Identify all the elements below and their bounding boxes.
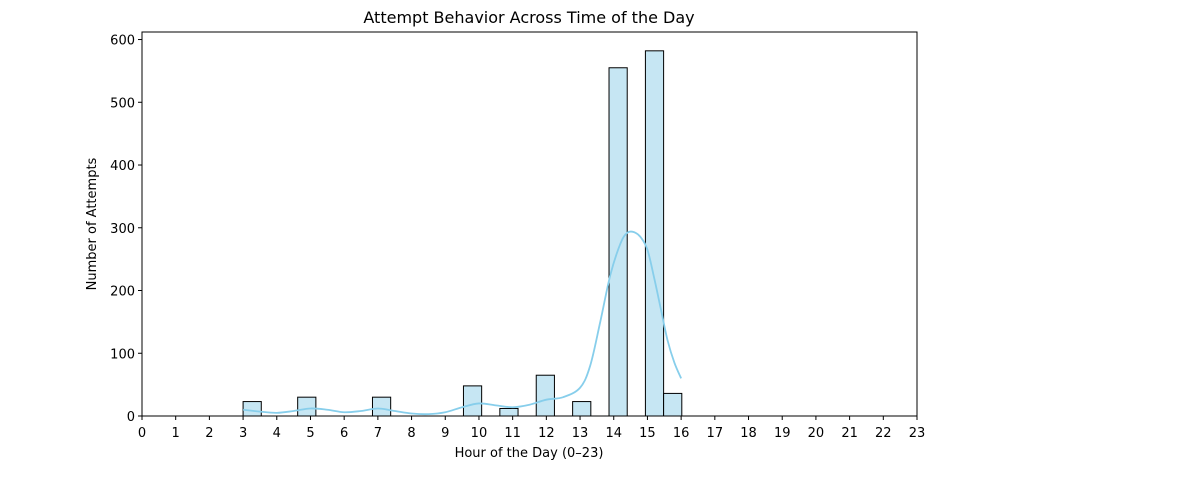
x-tick-label-10: 10: [471, 426, 488, 441]
x-tick-label-20: 20: [808, 426, 825, 441]
x-tick-label-4: 4: [273, 426, 281, 441]
x-tick-label-23: 23: [909, 426, 926, 441]
x-tick-label-18: 18: [740, 426, 757, 441]
histogram-bar-5: [535, 374, 555, 417]
x-tick-label-12: 12: [538, 426, 555, 441]
x-tick-label-19: 19: [774, 426, 791, 441]
x-axis-label: Hour of the Day (0–23): [455, 446, 604, 461]
x-tick-label-21: 21: [841, 426, 858, 441]
x-axis-ticks: 0 1 2 3 4 5 6 7 8 9 10 11 12 13 14 15 16 17 18 19 20 21 22 23: [138, 416, 925, 441]
chart-title: Attempt Behavior Across Time of the Day: [363, 8, 694, 27]
kde-density-line: [242, 230, 682, 416]
y-tick-label-5: 500: [110, 96, 135, 111]
x-tick-label-0: 0: [138, 426, 146, 441]
histogram-bar-4: [499, 407, 519, 417]
histogram-bar-7: [608, 67, 628, 417]
x-tick-label-7: 7: [374, 426, 382, 441]
y-axis-ticks: 0 100 200 300 400 500 600: [110, 34, 142, 425]
y-tick-label-1: 100: [110, 347, 135, 362]
x-tick-label-11: 11: [504, 426, 521, 441]
x-tick-label-3: 3: [239, 426, 247, 441]
x-tick-label-1: 1: [172, 426, 180, 441]
x-tick-label-14: 14: [605, 426, 622, 441]
y-axis-label: Number of Attempts: [85, 157, 100, 290]
x-tick-label-15: 15: [639, 426, 656, 441]
histogram-bar-2: [371, 396, 392, 417]
x-tick-label-13: 13: [572, 426, 589, 441]
x-tick-label-2: 2: [205, 426, 213, 441]
histogram-bar-0: [242, 401, 262, 417]
y-tick-label-6: 600: [110, 34, 135, 49]
y-tick-label-3: 300: [110, 222, 135, 237]
y-tick-label-2: 200: [110, 285, 135, 300]
histogram-bar-6: [572, 401, 592, 417]
plot-area-frame: [141, 31, 918, 417]
histogram-bar-8: [644, 50, 665, 417]
bars-group: [242, 50, 683, 417]
x-tick-label-8: 8: [407, 426, 415, 441]
x-tick-label-5: 5: [306, 426, 314, 441]
x-tick-label-6: 6: [340, 426, 348, 441]
y-tick-label-4: 400: [110, 159, 135, 174]
x-tick-label-22: 22: [875, 426, 892, 441]
histogram-bar-9: [663, 392, 683, 417]
histogram-bar-3: [462, 385, 483, 417]
x-tick-label-9: 9: [441, 426, 449, 441]
histogram-bar-1: [297, 396, 317, 417]
x-tick-label-17: 17: [707, 426, 724, 441]
y-tick-label-0: 0: [127, 410, 135, 425]
x-tick-label-16: 16: [673, 426, 690, 441]
kde-group: [242, 230, 682, 416]
